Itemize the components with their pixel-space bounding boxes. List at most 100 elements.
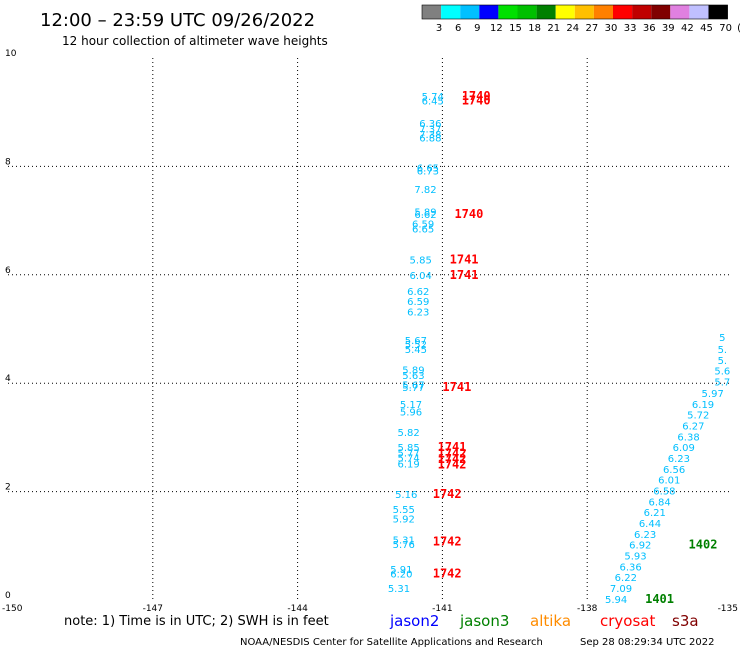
wave-height-point: 6.84 — [648, 497, 670, 508]
color-swatch-13 — [670, 5, 690, 19]
pass-time-label: 1742 — [438, 458, 467, 472]
color-swatch-6 — [536, 5, 556, 19]
color-swatch-4 — [498, 5, 518, 19]
satellite-jason2: jason2 — [389, 612, 439, 630]
wave-height-point: 5. — [718, 356, 728, 367]
y-tick-label: 2 — [5, 483, 11, 493]
wave-height-point: 6.36 — [419, 119, 441, 130]
wave-height-point: 5.94 — [605, 595, 627, 606]
wave-height-point: 6.36 — [620, 562, 642, 573]
color-swatch-0 — [422, 5, 442, 19]
color-swatch-2 — [460, 5, 480, 19]
wave-height-point: 5.17 — [400, 400, 422, 411]
pass-time-label: 1742 — [438, 452, 467, 466]
pass-time-label: 1742 — [438, 447, 467, 461]
wave-height-point: 6.38 — [677, 432, 699, 443]
wave-height-point: 6.19 — [397, 459, 419, 470]
color-swatch-10 — [613, 5, 633, 19]
wave-height-point: 5.76 — [393, 540, 415, 551]
color-swatch-12 — [651, 5, 671, 19]
pass-time-label: 1741 — [438, 440, 467, 454]
wave-height-point: 5.63 — [402, 371, 424, 382]
wave-height-point: 5.85 — [410, 256, 432, 267]
wave-height-point: 5.89 — [414, 207, 436, 218]
wave-height-values: 5.746.456.367.377.386.886.656.737.825.89… — [388, 92, 730, 606]
wave-height-point: 6.20 — [390, 569, 412, 580]
pass-time-labels: 1740174017401741174117411741174217421742… — [433, 89, 718, 606]
wave-height-point: 5.52 — [405, 340, 427, 351]
color-bar-frame — [421, 4, 728, 20]
wave-height-point: 7.82 — [414, 185, 436, 196]
pass-time-label: 1740 — [454, 207, 483, 221]
pass-time-label: 1740 — [462, 93, 491, 107]
color-scale-label: 30 — [605, 23, 618, 34]
color-swatch-1 — [441, 5, 461, 19]
x-tick-label: -147 — [143, 604, 163, 614]
color-scale-label: 24 — [566, 23, 579, 34]
x-axis-ticks: -150 -147 -144 -141 -138 -135 — [2, 604, 738, 614]
satellite-altika: altika — [530, 612, 571, 630]
pass-time-label: 1402 — [689, 538, 718, 552]
pass-time-label: 1741 — [450, 253, 479, 267]
wave-height-point: 6.23 — [668, 454, 690, 465]
color-scale-label: 3 — [436, 23, 442, 34]
wave-height-point: 5.91 — [390, 565, 412, 576]
wave-height-point: 5.93 — [624, 552, 646, 563]
wave-height-point: 5.96 — [400, 407, 422, 418]
pass-time-label: 1742 — [433, 534, 462, 548]
color-scale-label: 70 — [719, 23, 732, 34]
wave-height-point: 6.58 — [653, 487, 675, 498]
wave-height-point: 6.21 — [644, 508, 666, 519]
color-scale-label: 33 — [624, 23, 637, 34]
wave-height-point: 6.19 — [692, 400, 714, 411]
footer-timestamp: Sep 28 08:29:34 UTC 2022 — [580, 637, 714, 648]
x-tick-label: -138 — [577, 604, 598, 614]
wave-height-point: 5.31 — [388, 584, 410, 595]
wave-height-point: 5.16 — [395, 490, 417, 501]
wave-height-point: 5.7 — [714, 378, 730, 389]
color-swatch-8 — [574, 5, 594, 19]
wave-height-point: 5.6 — [714, 367, 730, 378]
wave-height-point: 6.56 — [663, 465, 685, 476]
pass-time-label: 1741 — [450, 268, 479, 282]
y-tick-label: 0 — [5, 591, 11, 601]
wave-height-point: 6.09 — [673, 443, 695, 454]
wave-height-point: 5.77 — [402, 383, 424, 394]
satellite-legend: jason2 jason3 altika cryosat s3a — [389, 612, 699, 630]
wave-height-point: 5.31 — [393, 535, 415, 546]
color-scale-label: 12 — [490, 23, 503, 34]
wave-height-point: 5.74 — [422, 92, 444, 103]
pass-time-label: 1740 — [462, 89, 491, 103]
x-tick-label: -150 — [2, 604, 23, 614]
wave-height-point: 5.85 — [397, 443, 419, 454]
color-swatch-11 — [632, 5, 652, 19]
wave-height-point: 6.88 — [419, 134, 441, 145]
y-axis-ticks: 0 2 4 6 8 10 — [5, 49, 17, 601]
wave-height-point: 5.92 — [393, 515, 415, 526]
wave-height-point: 5.72 — [687, 411, 709, 422]
wave-height-point: 6.65 — [417, 163, 439, 174]
pass-time-label: 1741 — [442, 380, 471, 394]
color-scale-label: 6 — [455, 23, 461, 34]
wave-height-point: 6.65 — [412, 225, 434, 236]
wave-height-point: 6.23 — [407, 308, 429, 319]
color-scale-label: 27 — [586, 23, 599, 34]
wave-height-point: 5.77 — [397, 449, 419, 460]
wave-height-point: 6.45 — [422, 96, 444, 107]
color-scale-label: 45 — [700, 23, 713, 34]
wave-height-point: 6.23 — [634, 530, 656, 541]
wave-height-point: 7.09 — [610, 584, 632, 595]
wave-height-point: 5.89 — [402, 366, 424, 377]
wave-height-point: 6.59 — [412, 219, 434, 230]
y-tick-label: 8 — [5, 157, 11, 167]
chart-title: 12:00 – 23:59 UTC 09/26/2022 — [40, 10, 315, 31]
x-tick-label: -144 — [287, 604, 308, 614]
wave-height-point: 6.44 — [639, 519, 661, 530]
chart-grid — [8, 58, 732, 600]
color-scale-label: 21 — [547, 23, 560, 34]
wave-height-point: 5.67 — [402, 380, 424, 391]
color-scale-label: (ft) — [737, 23, 740, 34]
color-scale-label: 36 — [643, 23, 656, 34]
